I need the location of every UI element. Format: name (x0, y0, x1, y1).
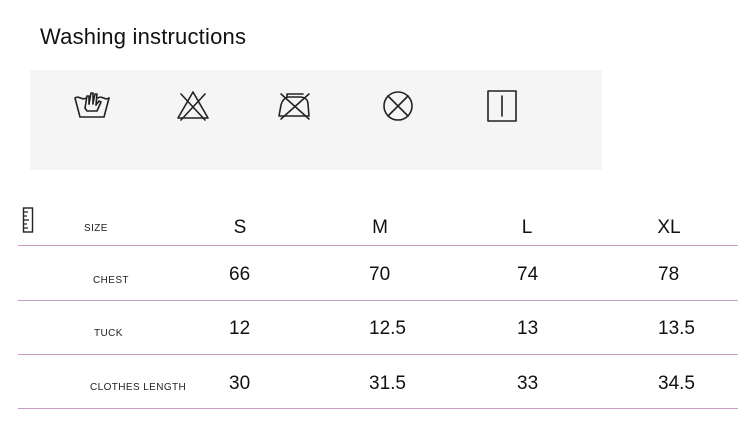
size-header-xl: XL (657, 217, 681, 238)
do-not-tumble-dry-icon (378, 86, 418, 126)
do-not-bleach-icon (173, 86, 213, 126)
page-title: Washing instructions (40, 24, 247, 49)
hand-wash-icon (72, 86, 112, 126)
size-header-l: L (521, 217, 533, 238)
row-label-clothes-length: CLOTHES LENGTH (90, 382, 187, 393)
table-cell: 34.5 (658, 373, 695, 394)
table-cell: 13 (517, 318, 539, 339)
table-divider (18, 354, 738, 355)
table-cell: 12.5 (369, 318, 406, 339)
care-icons-panel (30, 70, 602, 170)
row-label-chest: CHEST (93, 275, 129, 286)
table-cell: 30 (229, 373, 251, 394)
size-label: SIZE (84, 223, 108, 234)
line-dry-icon (482, 86, 522, 126)
table-divider (18, 408, 738, 409)
table-cell: 70 (369, 264, 391, 285)
table-cell: 74 (517, 264, 539, 285)
table-divider (18, 300, 738, 301)
table-cell: 31.5 (369, 373, 406, 394)
do-not-iron-icon (275, 86, 315, 126)
table-cell: 12 (229, 318, 251, 339)
table-cell: 13.5 (658, 318, 695, 339)
ruler-icon (22, 207, 34, 233)
table-cell: 66 (229, 264, 251, 285)
size-header-m: M (372, 217, 388, 238)
size-header-s: S (233, 217, 247, 238)
row-label-tuck: TUCK (94, 328, 123, 339)
table-cell: 33 (517, 373, 539, 394)
table-cell: 78 (658, 264, 680, 285)
table-divider (18, 245, 738, 246)
